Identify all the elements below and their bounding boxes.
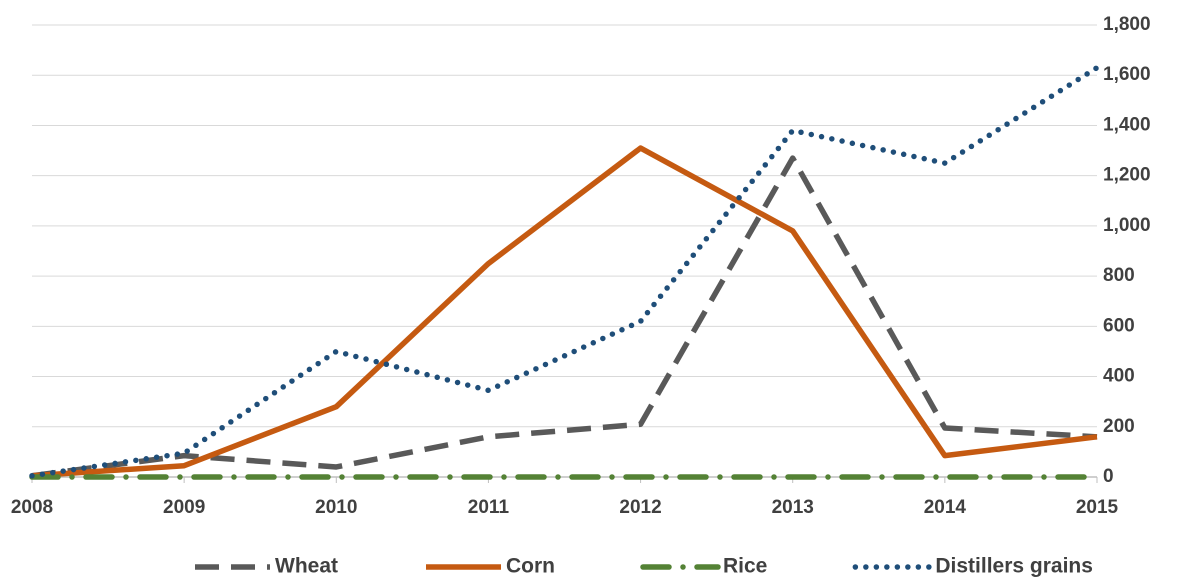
- x-tick-label: 2013: [772, 497, 814, 518]
- x-tick-label: 2015: [1076, 497, 1119, 518]
- x-tick-label: 2008: [11, 497, 53, 518]
- y-tick-label: 1,400: [1103, 114, 1151, 135]
- plot: [29, 64, 1100, 480]
- legend-label: Distillers grains: [935, 555, 1093, 578]
- x-tick-label: 2012: [619, 497, 661, 518]
- y-tick-label: 1,000: [1103, 215, 1151, 236]
- x-tick-label: 2009: [163, 497, 205, 518]
- series-line: [31, 145, 1098, 479]
- grid: 0 200 400 600 800 1,000 1,200 1,400 1,600 1,800 20…: [11, 14, 1151, 518]
- legend: Wheat Corn Rice Distillers grains: [195, 555, 1093, 578]
- x-tick-label: 2011: [468, 497, 510, 518]
- y-tick-label: 1,600: [1103, 64, 1151, 85]
- legend-label: Wheat: [275, 555, 338, 578]
- y-tick-label: 600: [1103, 315, 1135, 336]
- legend-label: Rice: [723, 555, 767, 578]
- y-tick-label: 1,800: [1103, 14, 1151, 35]
- y-tick-label: 200: [1103, 416, 1135, 437]
- series-line: [29, 64, 1100, 479]
- legend-label: Corn: [506, 555, 555, 578]
- y-tick-label: 0: [1103, 466, 1114, 487]
- y-tick-label: 400: [1103, 366, 1135, 387]
- x-tick-label: 2014: [924, 497, 967, 518]
- y-tick-label: 800: [1103, 265, 1135, 286]
- x-tick-label: 2010: [315, 497, 357, 518]
- y-tick-label: 1,200: [1103, 165, 1151, 186]
